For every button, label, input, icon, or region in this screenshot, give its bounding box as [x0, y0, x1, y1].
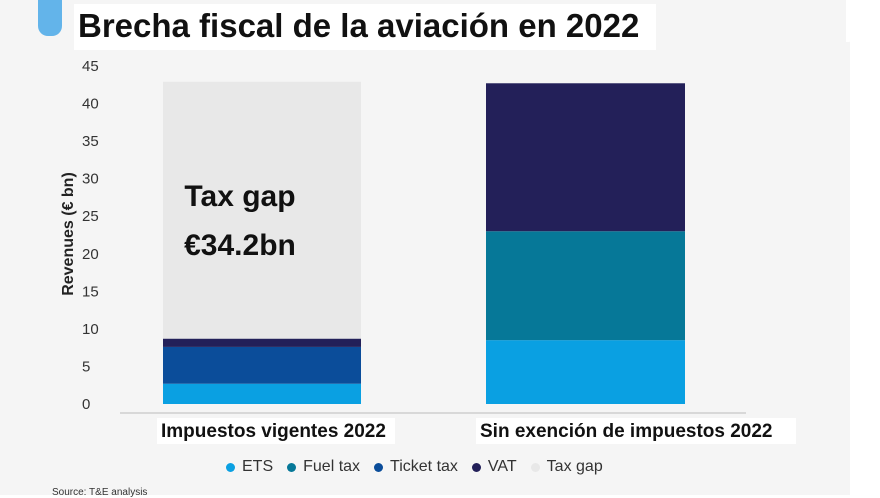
source-note: Source: T&E analysis: [52, 487, 148, 498]
y-tick-label: 15: [82, 283, 99, 300]
annotation-title: Tax gap: [184, 180, 295, 213]
legend-item-tax-gap: Tax gap: [530, 458, 603, 476]
y-tick-label: 0: [82, 396, 90, 413]
legend-swatch: [226, 462, 235, 472]
bar-segment-ticket-tax: [163, 346, 361, 384]
legend-label: ETS: [242, 458, 274, 475]
y-tick-label: 10: [82, 321, 99, 338]
legend-item-ets: ETS: [226, 458, 273, 476]
bar-segment-ets: [486, 340, 685, 404]
right-margin: [850, 0, 880, 495]
legend-item-vat: VAT: [471, 458, 517, 476]
bar-segment-tax-gap: [163, 81, 361, 339]
legend: ETS Fuel tax Ticket tax VAT Tax gap: [226, 458, 603, 476]
category-label-background-1: [157, 418, 395, 444]
category-label: Impuestos vigentes 2022: [161, 421, 386, 442]
accent-tab: [38, 0, 62, 36]
bar-annotations: Tax gap €34.2bn: [184, 180, 296, 262]
legend-label: Fuel tax: [303, 458, 361, 475]
y-tick-label: 30: [82, 171, 99, 188]
title-background: [74, 4, 656, 50]
right-notch: [846, 0, 854, 42]
category-label-background-2: [476, 418, 796, 444]
bar-segment-fuel-tax: [486, 231, 685, 341]
bar-segment-vat: [486, 83, 685, 232]
legend-label: Tax gap: [546, 458, 603, 475]
category-label: Sin exención de impuestos 2022: [480, 421, 773, 442]
legend-swatch: [471, 462, 481, 472]
y-tick-label: 40: [82, 96, 99, 113]
y-tick-label: 20: [82, 246, 99, 263]
y-tick-label: 25: [82, 208, 99, 225]
legend-item-fuel-tax: Fuel tax: [287, 458, 360, 476]
y-tick-label: 35: [82, 133, 99, 150]
legend-swatch: [530, 462, 540, 472]
annotation-value: €34.2bn: [184, 229, 296, 262]
legend-swatch: [287, 462, 297, 472]
chart-title: Brecha fiscal de la aviación en 2022: [78, 7, 640, 44]
legend-swatch: [374, 462, 384, 472]
bar-segment-ets: [163, 383, 361, 404]
bar-segments: [163, 81, 685, 404]
y-axis-label: Revenues (€ bn): [60, 172, 77, 296]
y-axis-ticks: 0 5 10 15 20 25 30 35 40 45: [82, 58, 99, 413]
legend-label: Ticket tax: [390, 458, 458, 475]
legend-item-ticket-tax: Ticket tax: [374, 458, 458, 476]
y-tick-label: 5: [82, 358, 90, 375]
bar-segment-vat: [163, 338, 361, 347]
y-tick-label: 45: [82, 58, 99, 75]
legend-label: VAT: [487, 458, 517, 475]
